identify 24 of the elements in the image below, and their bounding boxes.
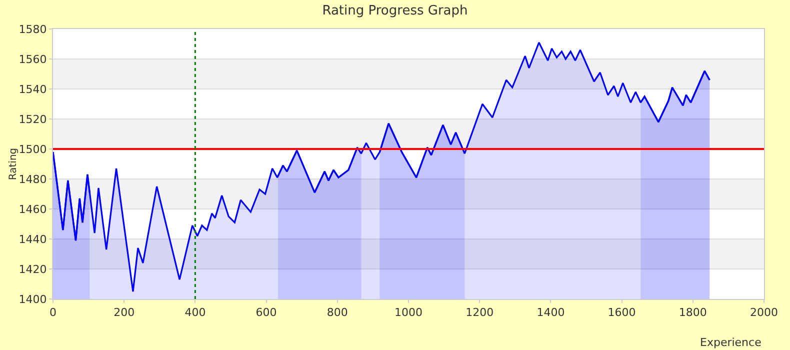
x-tick-label: 0 bbox=[50, 306, 56, 320]
y-tick-label: 1560 bbox=[18, 52, 47, 66]
x-tick-label: 1400 bbox=[536, 306, 565, 320]
y-tick-label: 1540 bbox=[18, 82, 47, 96]
x-tick-label: 200 bbox=[114, 306, 135, 320]
y-tick-label: 1420 bbox=[18, 262, 47, 276]
y-tick-label: 1500 bbox=[18, 142, 47, 156]
y-tick-label: 1460 bbox=[18, 202, 47, 216]
x-tick-label: 1000 bbox=[394, 306, 422, 320]
y-axis-title: Rating bbox=[8, 148, 19, 180]
x-tick-label: 800 bbox=[326, 306, 348, 320]
x-tick-label: 2000 bbox=[750, 306, 778, 320]
x-axis-title: Experience bbox=[700, 336, 762, 349]
x-tick-label: 1800 bbox=[678, 306, 707, 320]
y-tick-label: 1480 bbox=[18, 172, 47, 186]
chart-title: Rating Progress Graph bbox=[322, 3, 468, 18]
y-tick-label: 1440 bbox=[18, 232, 47, 246]
x-tick-label: 400 bbox=[184, 306, 206, 320]
x-tick-label: 1600 bbox=[608, 306, 636, 320]
x-tick-label: 600 bbox=[256, 306, 277, 320]
y-tick-label: 1580 bbox=[18, 22, 47, 36]
y-tick-label: 1520 bbox=[18, 112, 47, 126]
x-tick-label: 1200 bbox=[466, 306, 494, 320]
y-tick-label: 1400 bbox=[18, 292, 47, 306]
